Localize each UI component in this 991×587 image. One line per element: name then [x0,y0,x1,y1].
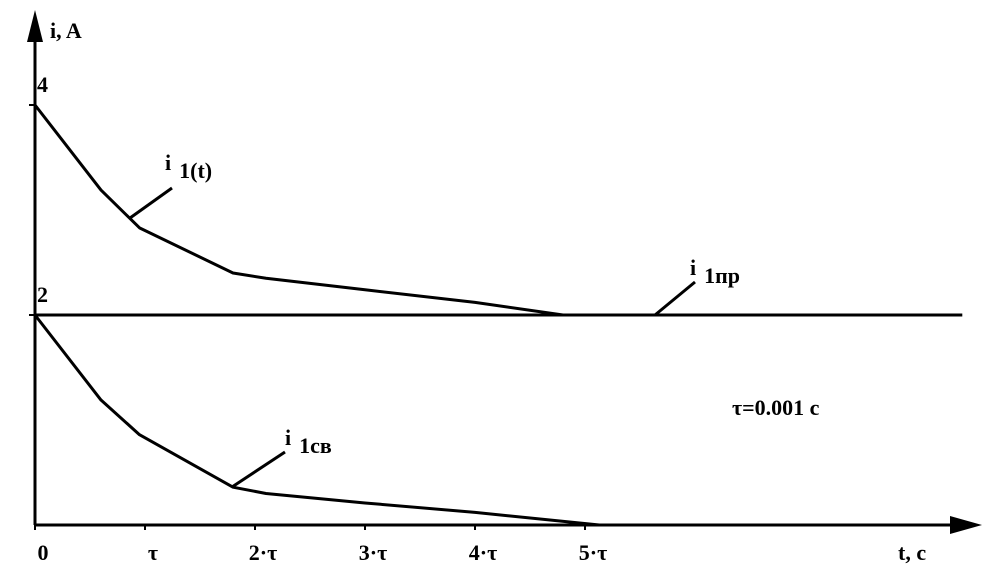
series-label: i 1св [285,425,332,458]
x-tick-label: 3·τ [359,540,387,565]
annotation: τ=0.001 c [732,395,820,420]
series-line [33,314,600,527]
leader-line [231,450,286,489]
x-axis-label: t, c [898,540,926,565]
series-label-main: i [285,425,291,450]
series-line [33,104,564,317]
x-tick-label: 5·τ [579,540,607,565]
x-tick-label: 2·τ [249,540,277,565]
y-tick-label: 4 [37,72,48,97]
x-tick-label: 0 [38,540,49,565]
series-label-sub: 1(t) [179,158,212,183]
x-axis-arrow [950,516,982,534]
series-label-main: i [165,150,171,175]
leader-line [129,186,173,220]
series-label-main: i [690,255,696,280]
y-tick-label: 2 [37,282,48,307]
x-tick-label: τ [148,540,158,565]
series-label-sub: 1св [299,433,332,458]
y-axis-label: i, A [50,18,82,43]
leader-line [654,280,696,317]
y-axis-arrow [27,10,43,42]
series-label-sub: 1пр [704,263,740,288]
series-label: i 1(t) [165,150,212,183]
x-tick-label: 4·τ [469,540,497,565]
series-label: i 1пр [690,255,740,288]
